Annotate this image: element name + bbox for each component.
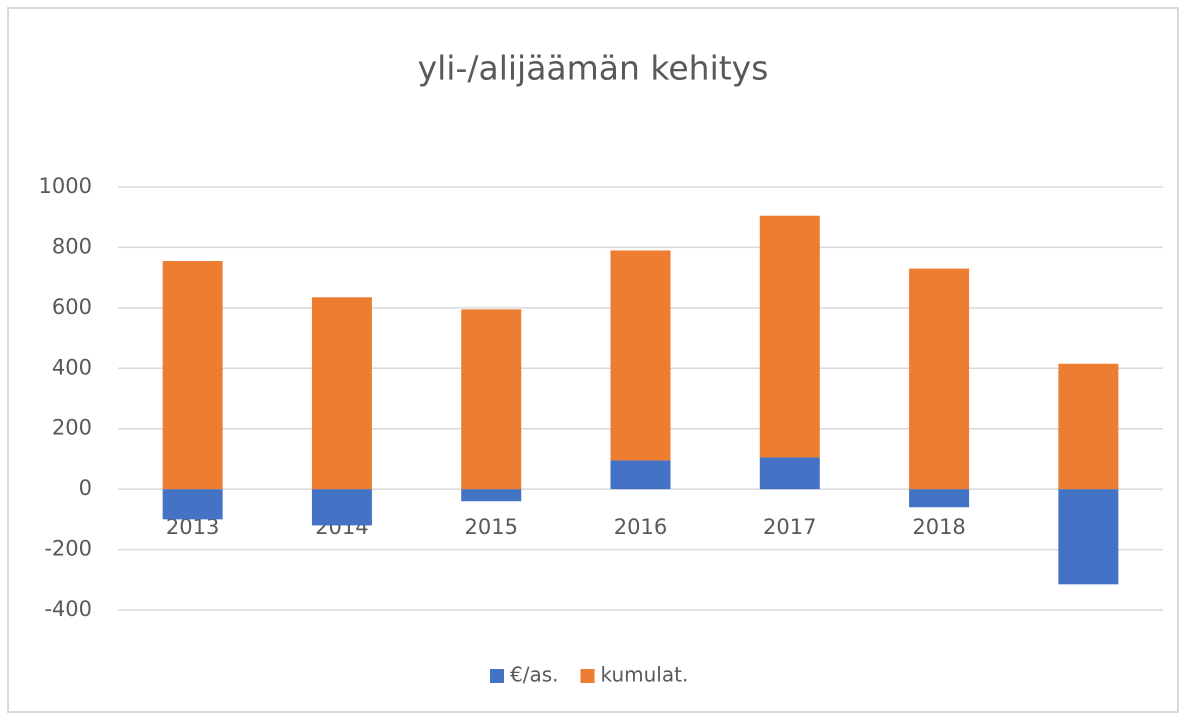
- bar: [909, 489, 970, 508]
- bar: [759, 215, 820, 458]
- bar: [1058, 363, 1119, 490]
- chart-title: yli-/alijäämän kehitys: [418, 49, 769, 88]
- y-tick-label: -200: [44, 537, 92, 561]
- bar: [162, 261, 223, 490]
- bar: [1058, 489, 1119, 585]
- bar: [311, 489, 372, 526]
- x-tick-label: 2018: [912, 515, 965, 539]
- x-tick-label: 2017: [763, 515, 816, 539]
- bar: [759, 457, 820, 490]
- bar: [162, 489, 223, 520]
- y-tick-label: -400: [44, 597, 92, 621]
- bar: [610, 460, 671, 490]
- y-tick-label: 400: [52, 355, 92, 379]
- legend-label: kumulat.: [601, 663, 689, 687]
- legend-label: €/as.: [510, 663, 559, 687]
- x-tick-label: 2015: [464, 515, 517, 539]
- y-tick-label: 800: [52, 234, 92, 258]
- y-tick-label: 1000: [39, 174, 92, 198]
- legend-swatch: [580, 669, 595, 683]
- bar: [909, 268, 970, 490]
- bar: [461, 489, 522, 502]
- y-tick-label: 600: [52, 295, 92, 319]
- legend-swatch: [490, 669, 504, 683]
- bar: [610, 250, 671, 461]
- y-tick-label: 200: [52, 416, 92, 440]
- x-tick-label: 2016: [614, 515, 667, 539]
- y-tick-label: 0: [79, 476, 92, 500]
- bar: [461, 309, 522, 490]
- bar: [311, 297, 372, 490]
